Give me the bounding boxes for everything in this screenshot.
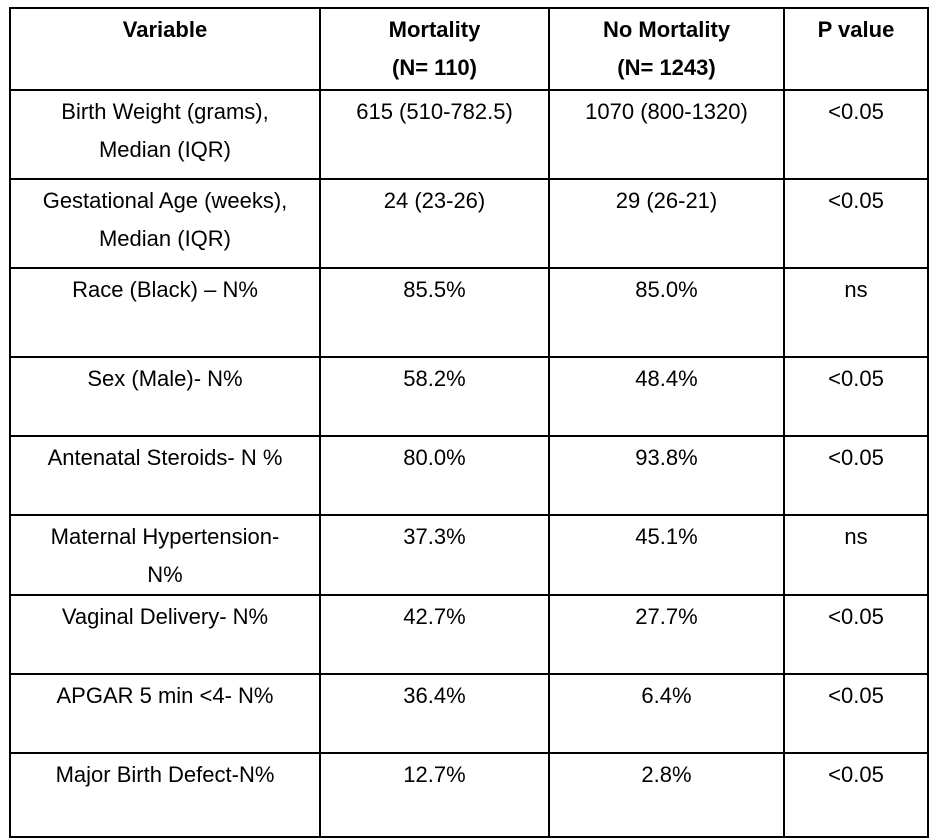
table-row-gestational-age: Gestational Age (weeks), Median (IQR) 24…: [9, 178, 929, 269]
header-no-mortality: No Mortality (N= 1243): [548, 7, 785, 91]
cell-p-value: <0.05: [783, 752, 929, 838]
cell-variable-line: Median (IQR): [98, 226, 232, 251]
cell-mortality: 615 (510-782.5): [319, 89, 550, 180]
header-mortality-count: (N= 110): [392, 55, 477, 80]
table-row-antenatal-steroids: Antenatal Steroids- N % 80.0% 93.8% <0.0…: [9, 435, 929, 516]
cell-p-value: <0.05: [783, 435, 929, 516]
mortality-comparison-table-wrapper: Variable Mortality (N= 110) No Mortality…: [9, 7, 929, 838]
mortality-comparison-table: Variable Mortality (N= 110) No Mortality…: [9, 7, 929, 838]
table-row-maternal-hypertension: Maternal Hypertension- N% 37.3% 45.1% ns: [9, 514, 929, 596]
cell-mortality: 80.0%: [319, 435, 550, 516]
table-row-apgar: APGAR 5 min <4- N% 36.4% 6.4% <0.05: [9, 673, 929, 754]
cell-mortality: 36.4%: [319, 673, 550, 754]
cell-variable: APGAR 5 min <4- N%: [9, 673, 321, 754]
cell-mortality: 37.3%: [319, 514, 550, 596]
cell-variable: Maternal Hypertension- N%: [9, 514, 321, 596]
cell-no-mortality: 93.8%: [548, 435, 785, 516]
cell-variable-line: Gestational Age (weeks),: [42, 188, 288, 213]
cell-variable: Race (Black) – N%: [9, 267, 321, 358]
cell-mortality: 12.7%: [319, 752, 550, 838]
cell-variable: Birth Weight (grams), Median (IQR): [9, 89, 321, 180]
cell-variable-line: APGAR 5 min <4- N%: [56, 683, 274, 708]
cell-p-value: <0.05: [783, 594, 929, 675]
cell-variable-line: Maternal Hypertension-: [50, 524, 280, 549]
header-p-value-text: P value: [817, 17, 895, 42]
cell-no-mortality: 6.4%: [548, 673, 785, 754]
table-row-race: Race (Black) – N% 85.5% 85.0% ns: [9, 267, 929, 358]
table-row-sex: Sex (Male)- N% 58.2% 48.4% <0.05: [9, 356, 929, 437]
cell-p-value: ns: [783, 514, 929, 596]
cell-no-mortality: 2.8%: [548, 752, 785, 838]
header-p-value: P value: [783, 7, 929, 91]
cell-variable: Vaginal Delivery- N%: [9, 594, 321, 675]
cell-mortality: 24 (23-26): [319, 178, 550, 269]
cell-mortality: 85.5%: [319, 267, 550, 358]
cell-p-value: <0.05: [783, 89, 929, 180]
cell-p-value: <0.05: [783, 356, 929, 437]
cell-p-value: <0.05: [783, 178, 929, 269]
header-no-mortality-text: No Mortality: [602, 17, 731, 42]
cell-mortality: 58.2%: [319, 356, 550, 437]
cell-no-mortality: 45.1%: [548, 514, 785, 596]
cell-variable-line: Major Birth Defect-N%: [55, 762, 275, 787]
header-row: Variable Mortality (N= 110) No Mortality…: [9, 7, 929, 91]
cell-variable-line: Vaginal Delivery- N%: [61, 604, 269, 629]
cell-variable: Gestational Age (weeks), Median (IQR): [9, 178, 321, 269]
cell-variable-line: Race (Black) – N%: [72, 277, 258, 302]
cell-no-mortality: 1070 (800-1320): [548, 89, 785, 180]
cell-p-value: <0.05: [783, 673, 929, 754]
cell-variable-line: N%: [147, 562, 183, 587]
table-row-birth-weight: Birth Weight (grams), Median (IQR) 615 (…: [9, 89, 929, 180]
header-variable-text: Variable: [122, 17, 208, 42]
cell-no-mortality: 48.4%: [548, 356, 785, 437]
cell-mortality: 42.7%: [319, 594, 550, 675]
header-no-mortality-count: (N= 1243): [617, 55, 716, 80]
cell-variable-line: Antenatal Steroids- N %: [47, 445, 283, 470]
cell-variable: Major Birth Defect-N%: [9, 752, 321, 838]
cell-no-mortality: 27.7%: [548, 594, 785, 675]
table-row-major-birth-defect: Major Birth Defect-N% 12.7% 2.8% <0.05: [9, 752, 929, 838]
cell-variable-line: Median (IQR): [98, 137, 232, 162]
header-mortality-text: Mortality: [388, 17, 481, 42]
table-row-vaginal-delivery: Vaginal Delivery- N% 42.7% 27.7% <0.05: [9, 594, 929, 675]
cell-variable: Sex (Male)- N%: [9, 356, 321, 437]
cell-no-mortality: 85.0%: [548, 267, 785, 358]
cell-variable-line: Sex (Male)- N%: [87, 366, 243, 391]
cell-variable-line: Birth Weight (grams),: [61, 99, 269, 124]
cell-variable: Antenatal Steroids- N %: [9, 435, 321, 516]
header-mortality: Mortality (N= 110): [319, 7, 550, 91]
header-variable: Variable: [9, 7, 321, 91]
cell-no-mortality: 29 (26-21): [548, 178, 785, 269]
cell-p-value: ns: [783, 267, 929, 358]
